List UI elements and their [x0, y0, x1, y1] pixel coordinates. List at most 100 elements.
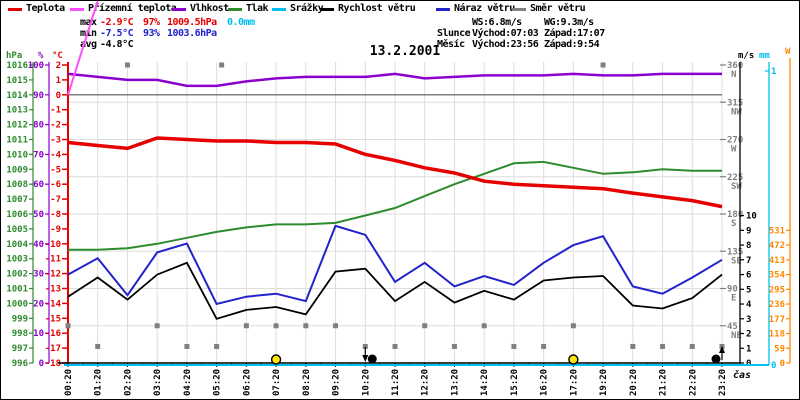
svg-text:1010: 1010: [6, 150, 28, 160]
svg-text:-12: -12: [45, 270, 61, 280]
legend-label-2: Vlhkost: [190, 3, 229, 14]
svg-text:30: 30: [33, 270, 44, 280]
svg-text:1012: 1012: [6, 121, 28, 131]
svg-text:-11: -11: [45, 255, 61, 265]
moonrise-time: Východ:23:56: [472, 39, 539, 50]
legend-label-6: Náraz větru: [454, 3, 515, 14]
svg-text:6: 6: [746, 271, 751, 281]
svg-text:90: 90: [727, 285, 738, 295]
svg-text:1009: 1009: [6, 165, 28, 175]
svg-text:1003: 1003: [6, 255, 28, 265]
svg-text:-8: -8: [50, 210, 61, 220]
svg-text:19:20: 19:20: [599, 369, 609, 396]
svg-text:997: 997: [12, 344, 28, 354]
svg-text:7: 7: [746, 256, 751, 266]
svg-text:8: 8: [746, 241, 751, 251]
svg-text:-18: -18: [45, 359, 61, 369]
stat-min-pressure: 1003.6hPa: [167, 28, 217, 39]
svg-text:236: 236: [769, 300, 785, 310]
svg-text:1002: 1002: [6, 270, 28, 280]
svg-text:1016: 1016: [6, 61, 28, 71]
svg-text:1011: 1011: [6, 136, 28, 146]
svg-text:-14: -14: [45, 299, 62, 309]
svg-text:315: 315: [727, 98, 743, 108]
svg-text:1: 1: [771, 67, 776, 77]
svg-text:-2: -2: [50, 121, 61, 131]
svg-text:09:20: 09:20: [332, 369, 342, 396]
svg-text:70: 70: [33, 150, 44, 160]
svg-text:SE: SE: [731, 256, 742, 266]
svg-text:4: 4: [746, 300, 752, 310]
svg-text:°C: °C: [52, 51, 63, 61]
svg-text:%: %: [38, 51, 44, 61]
svg-text:-16: -16: [45, 329, 61, 339]
svg-text:-17: -17: [45, 344, 61, 354]
svg-text:80: 80: [33, 121, 44, 131]
stat-min-label: min: [80, 28, 97, 39]
svg-text:14:20: 14:20: [480, 369, 490, 396]
svg-text:20: 20: [33, 299, 44, 309]
svg-text:2: 2: [746, 330, 751, 340]
svg-text:180: 180: [727, 210, 743, 220]
stat-max-temp: -2.9°C: [100, 17, 134, 28]
svg-text:-1: -1: [50, 106, 61, 116]
svg-text:998: 998: [12, 329, 28, 339]
svg-text:05:20: 05:20: [213, 369, 223, 396]
svg-text:996: 996: [12, 359, 28, 369]
svg-text:-9: -9: [50, 225, 61, 235]
svg-text:135: 135: [727, 247, 743, 257]
svg-text:10: 10: [746, 212, 757, 222]
legend-label-0: Teplota: [26, 3, 65, 14]
chart-title-date: 13.2.2001: [369, 44, 441, 59]
svg-text:07:20: 07:20: [272, 369, 282, 396]
stat-avg-temp: -4.8°C: [100, 39, 134, 50]
svg-text:-10: -10: [45, 240, 61, 250]
svg-text:21:20: 21:20: [659, 369, 669, 396]
svg-text:13:20: 13:20: [450, 369, 460, 396]
stat-avg-label: avg: [80, 39, 97, 50]
svg-text:118: 118: [769, 330, 785, 340]
svg-text:2: 2: [56, 61, 61, 71]
svg-text:295: 295: [769, 285, 785, 295]
svg-text:354: 354: [769, 271, 786, 281]
svg-text:-15: -15: [45, 314, 61, 324]
svg-text:17:20: 17:20: [569, 369, 579, 396]
svg-text:-5: -5: [50, 165, 61, 175]
svg-text:E: E: [731, 294, 736, 304]
svg-text:-7: -7: [50, 195, 61, 205]
svg-text:W: W: [785, 47, 791, 57]
legend-swatch-3: [228, 8, 242, 11]
svg-text:mm: mm: [759, 51, 770, 61]
svg-text:9: 9: [746, 226, 751, 236]
svg-text:1: 1: [746, 344, 751, 354]
svg-text:01:20: 01:20: [94, 369, 104, 396]
svg-text:270: 270: [727, 136, 743, 146]
legend-swatch-5: [320, 8, 334, 11]
svg-text:3: 3: [746, 315, 751, 325]
svg-text:999: 999: [12, 314, 28, 324]
svg-text:04:20: 04:20: [183, 369, 193, 396]
svg-text:02:20: 02:20: [123, 369, 133, 396]
svg-text:10:20: 10:20: [361, 369, 371, 396]
svg-text:1004: 1004: [6, 240, 28, 250]
svg-text:1007: 1007: [6, 195, 28, 205]
svg-text:10: 10: [33, 329, 44, 339]
svg-text:59: 59: [774, 344, 785, 354]
svg-text:S: S: [731, 219, 736, 229]
stat-max-pressure: 1009.5hPa: [167, 17, 217, 28]
svg-text:40: 40: [33, 240, 44, 250]
stat-max-humidity: 97%: [143, 17, 160, 28]
svg-text:22:20: 22:20: [688, 369, 698, 396]
legend-label-4: Srážky: [290, 3, 324, 14]
stat-min-humidity: 93%: [143, 28, 160, 39]
legend-label-7: Směr větru: [530, 3, 586, 14]
sunset-time: Západ:17:07: [544, 28, 605, 39]
svg-text:60: 60: [33, 180, 44, 190]
svg-text:1001: 1001: [6, 285, 28, 295]
svg-text:50: 50: [33, 210, 44, 220]
moon-label: Měsíc: [437, 39, 465, 50]
svg-text:23:20: 23:20: [718, 369, 728, 396]
stat-min-temp: -7.5°C: [100, 28, 134, 39]
